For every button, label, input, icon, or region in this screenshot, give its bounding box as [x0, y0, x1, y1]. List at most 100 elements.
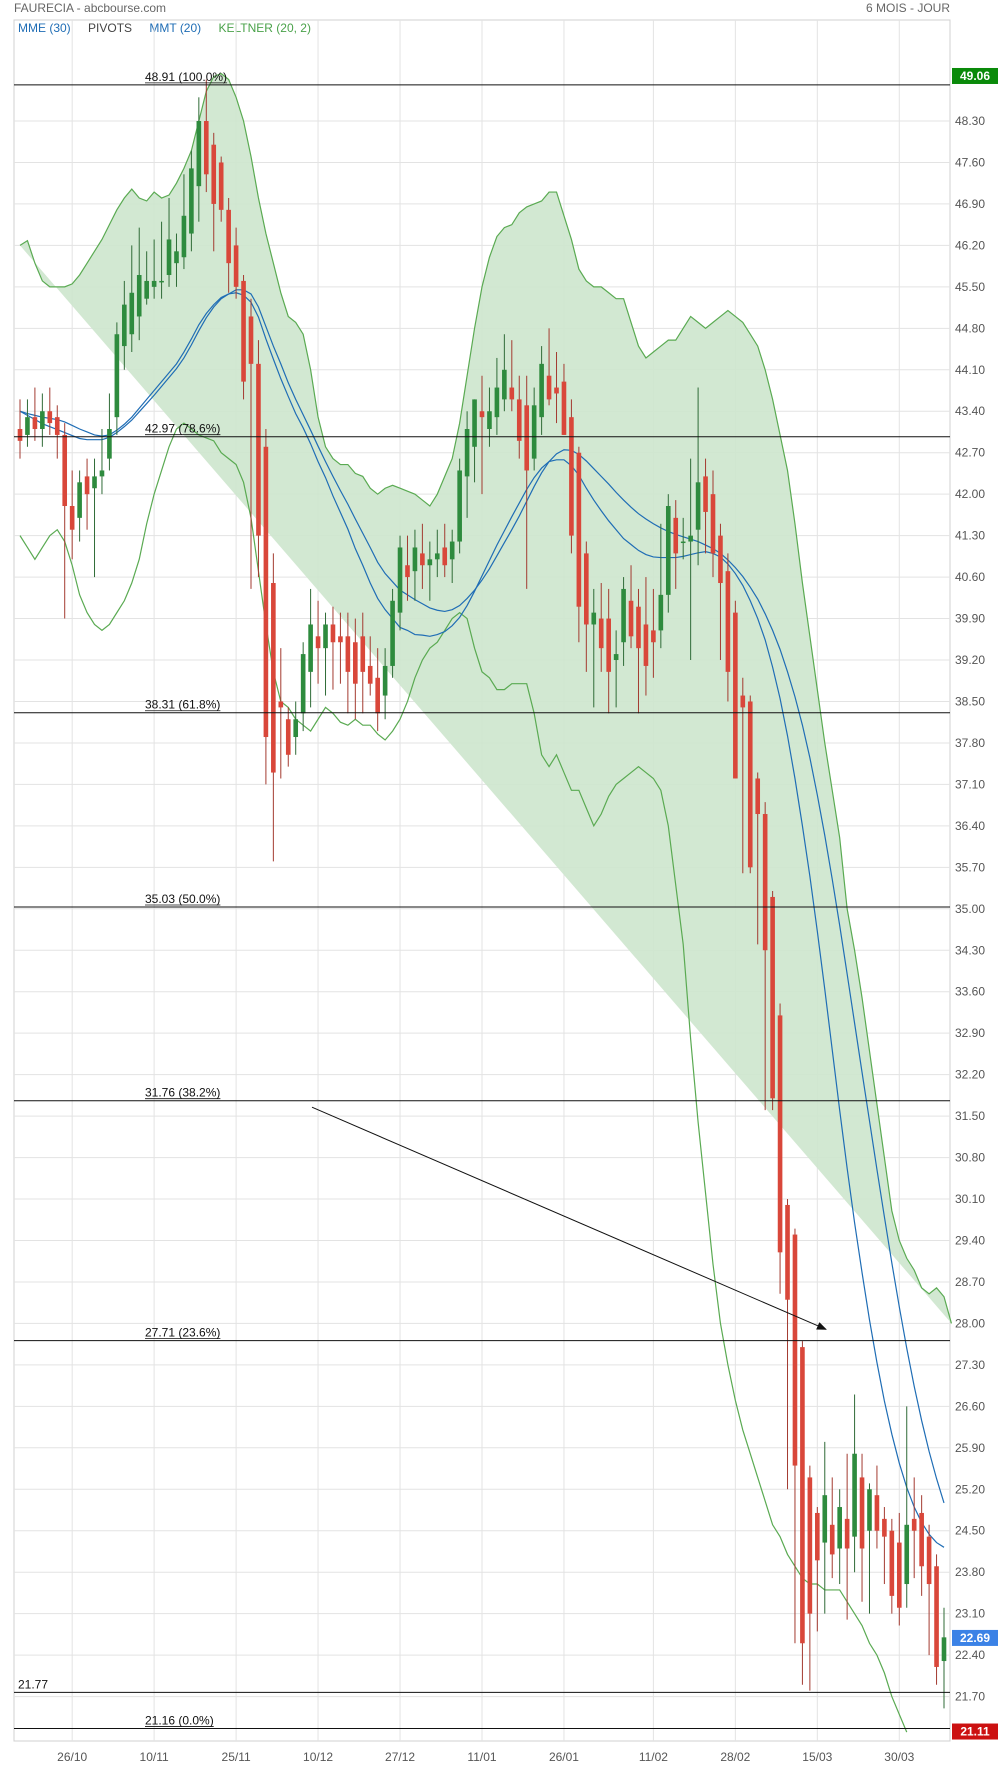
keltner-band: [20, 73, 952, 1324]
candle: [84, 458, 90, 530]
candle: [17, 399, 23, 459]
y-tick-label: 37.80: [955, 736, 985, 750]
candle-body: [926, 1536, 932, 1585]
y-tick-label: 34.30: [955, 943, 985, 957]
candle: [323, 612, 328, 696]
candle: [628, 565, 634, 649]
legend-keltner[interactable]: KELTNER (20, 2): [218, 21, 311, 35]
candle-body: [285, 719, 291, 755]
candle-body: [84, 476, 90, 495]
candle-body: [174, 251, 179, 264]
candle: [360, 612, 366, 714]
candle: [107, 393, 112, 471]
candle: [174, 233, 179, 287]
candle-body: [420, 553, 425, 566]
candle: [934, 1554, 939, 1685]
candle: [621, 577, 626, 666]
candle-body: [911, 1518, 917, 1531]
last-price-badge-bg: [952, 1629, 998, 1646]
candle-body: [718, 535, 723, 584]
candle-body: [509, 387, 515, 400]
candle-body: [47, 411, 53, 424]
candle: [703, 458, 708, 554]
legend-mmt20[interactable]: MMT (20): [149, 21, 202, 35]
candle-body: [874, 1495, 880, 1531]
candle: [643, 577, 649, 696]
candle-body: [584, 553, 589, 625]
candle: [345, 612, 351, 714]
candle-body: [218, 162, 224, 210]
candle: [293, 701, 299, 755]
candle: [367, 636, 373, 696]
candle-body: [271, 583, 276, 773]
candle: [822, 1441, 828, 1614]
fib-level-label: 38.31 (61.8%): [145, 698, 220, 712]
candle-body: [576, 452, 582, 607]
candle-body: [442, 547, 448, 566]
candle: [837, 1489, 842, 1585]
fib-level-label: 21.16 (0.0%): [145, 1714, 214, 1728]
candle: [226, 198, 231, 293]
candle: [271, 553, 276, 862]
last-price-badge: 22.69: [960, 1631, 990, 1645]
candle-body: [904, 1524, 910, 1585]
candle: [636, 588, 641, 714]
candle: [509, 340, 515, 412]
candle-body: [330, 624, 336, 643]
y-tick-label: 28.70: [955, 1275, 985, 1289]
candle: [516, 375, 522, 459]
y-tick-label: 27.30: [955, 1358, 985, 1372]
candle: [278, 648, 284, 779]
candle: [770, 891, 775, 1111]
period-label[interactable]: 6 MOIS - JOUR: [865, 1, 950, 15]
x-tick-label: 26/01: [549, 1750, 579, 1764]
candle: [524, 375, 530, 589]
candle: [665, 494, 671, 613]
candle-body: [815, 1512, 820, 1561]
candle-body: [643, 624, 649, 666]
candle-body: [241, 280, 246, 382]
x-tick-label: 11/01: [467, 1750, 496, 1764]
candle-body: [569, 417, 574, 536]
candle: [725, 553, 731, 702]
candle: [390, 588, 395, 678]
candle-body: [353, 642, 358, 684]
candle: [25, 399, 30, 447]
candle: [762, 802, 768, 1111]
candle-body: [360, 636, 366, 672]
candle-body: [263, 446, 269, 738]
candle: [338, 612, 343, 684]
candle-body: [136, 275, 142, 317]
candle-body: [725, 571, 731, 672]
candle: [457, 458, 462, 554]
candle-body: [107, 429, 112, 459]
candle-body: [226, 209, 231, 264]
candle: [449, 529, 455, 584]
y-tick-label: 38.50: [955, 694, 985, 708]
candle-body: [278, 701, 284, 708]
candle-body: [613, 654, 619, 661]
candle-body: [159, 280, 164, 283]
candle: [561, 363, 567, 435]
candle-body: [770, 896, 775, 1099]
candle: [502, 334, 507, 412]
candle: [464, 411, 470, 518]
candle-body: [844, 1518, 850, 1549]
candle-body: [882, 1518, 887, 1537]
candle: [658, 523, 664, 649]
candle-body: [397, 547, 403, 613]
y-tick-label: 35.70: [955, 860, 985, 874]
candle-body: [449, 541, 455, 560]
y-tick-label: 40.60: [955, 570, 985, 584]
high-price-badge-bg: [952, 67, 998, 84]
candle-body: [941, 1637, 947, 1662]
legend-pivots[interactable]: PIVOTS: [88, 21, 133, 35]
chart-header: FAURECIA - abcbourse.com 6 MOIS - JOUR: [0, 0, 1000, 20]
legend-mme30[interactable]: MME (30): [18, 21, 71, 35]
candle-body: [17, 429, 23, 441]
candle: [844, 1453, 850, 1620]
candle: [300, 642, 306, 732]
y-tick-label: 30.10: [955, 1192, 985, 1206]
y-tick-label: 26.60: [955, 1399, 985, 1413]
